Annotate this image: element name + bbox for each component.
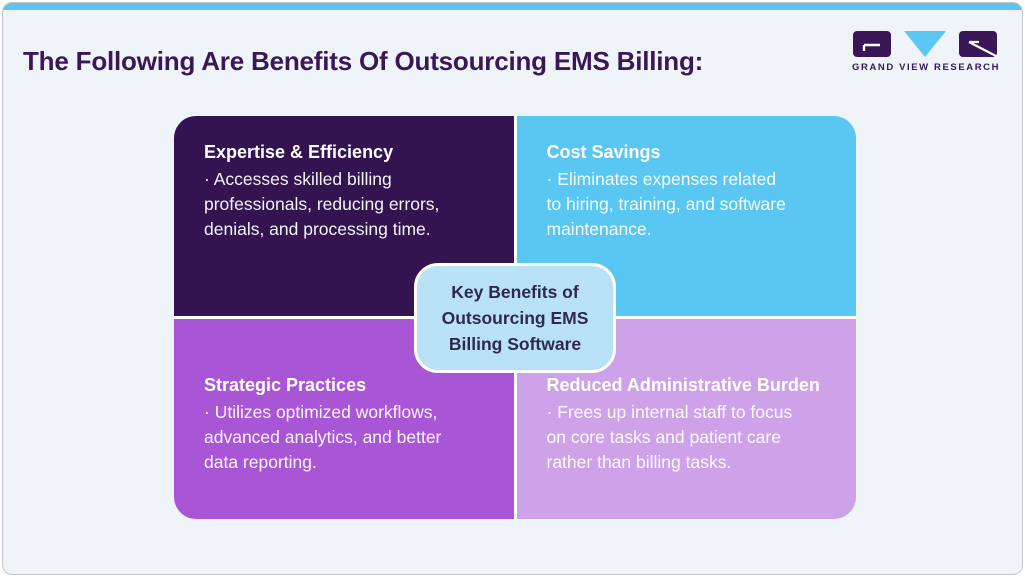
center-key-benefits-box: Key Benefits of Outsourcing EMS Billing … bbox=[414, 263, 616, 373]
page-title: The Following Are Benefits Of Outsourcin… bbox=[23, 46, 704, 77]
logo-wordmark: GRAND VIEW RESEARCH bbox=[852, 62, 1001, 73]
quadrant-body: · Utilizes optimized workflows, advanced… bbox=[204, 402, 442, 472]
quadrant-title: Expertise & Efficiency bbox=[204, 142, 394, 162]
logo-g-mark bbox=[862, 43, 880, 51]
quadrant-title: Reduced Administrative Burden bbox=[546, 375, 820, 395]
quadrant-title: Strategic Practices bbox=[204, 375, 367, 395]
logo-v-triangle bbox=[904, 31, 946, 57]
gvr-logo-icon bbox=[853, 31, 997, 57]
center-box-label: Key Benefits of Outsourcing EMS Billing … bbox=[441, 282, 589, 354]
quadrant-title: Cost Savings bbox=[546, 142, 661, 162]
grand-view-research-logo: GRAND VIEW RESEARCH bbox=[852, 29, 1001, 73]
quadrant-body: · Frees up internal staff to focus on co… bbox=[546, 402, 793, 472]
quadrant-body: · Accesses skilled billing professionals… bbox=[204, 169, 440, 239]
top-accent-bar bbox=[3, 3, 1022, 10]
quadrant-body: · Eliminates expenses related to hiring,… bbox=[546, 169, 786, 239]
logo-r-mark bbox=[968, 40, 997, 57]
